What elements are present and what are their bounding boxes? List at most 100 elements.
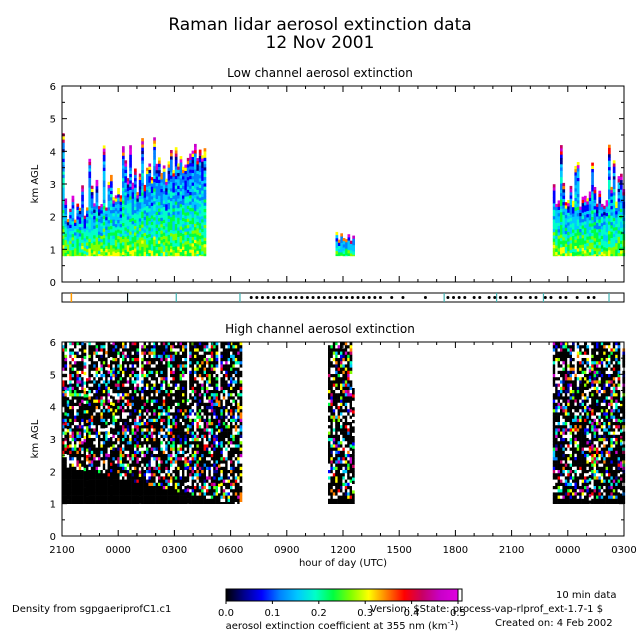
heatmap-cell bbox=[100, 466, 104, 471]
heatmap-cell bbox=[126, 383, 130, 388]
heatmap-cell bbox=[172, 466, 176, 471]
heatmap-cell bbox=[88, 187, 92, 192]
heatmap-cell bbox=[172, 192, 176, 196]
heatmap-cell bbox=[562, 227, 566, 232]
heatmap-cell bbox=[64, 415, 68, 420]
heatmap-cell bbox=[612, 195, 616, 199]
heatmap-cell bbox=[105, 408, 108, 413]
heatmap-cell bbox=[617, 192, 621, 196]
heatmap-cell bbox=[129, 486, 132, 490]
heatmap-cell bbox=[146, 167, 149, 172]
heatmap-cell bbox=[126, 235, 130, 240]
heatmap-cell bbox=[150, 202, 154, 207]
heatmap-cell bbox=[62, 380, 65, 384]
heatmap-cell bbox=[581, 212, 585, 217]
heatmap-cell bbox=[122, 255, 125, 257]
heatmap-cell bbox=[150, 186, 154, 191]
heatmap-cell bbox=[69, 393, 72, 397]
heatmap-cell bbox=[189, 482, 192, 487]
heatmap-cell bbox=[62, 210, 65, 214]
heatmap-cell bbox=[177, 393, 180, 397]
heatmap-cell bbox=[167, 386, 171, 391]
heatmap-cell bbox=[177, 370, 180, 375]
heatmap-cell bbox=[198, 188, 202, 192]
heatmap-cell bbox=[186, 205, 190, 210]
heatmap-cell bbox=[102, 247, 106, 252]
heatmap-cell bbox=[170, 226, 173, 231]
heatmap-cell bbox=[201, 174, 204, 178]
heatmap-cell bbox=[177, 374, 180, 378]
heatmap-cell bbox=[605, 219, 609, 223]
heatmap-cell bbox=[191, 428, 195, 432]
heatmap-cell bbox=[81, 207, 84, 212]
heatmap-cell bbox=[62, 361, 65, 365]
heatmap-cell bbox=[124, 482, 128, 487]
heatmap-cell bbox=[615, 249, 618, 254]
heatmap-cell bbox=[141, 418, 144, 423]
heatmap-cell bbox=[90, 230, 94, 234]
heatmap-cell bbox=[153, 495, 156, 500]
heatmap-cell bbox=[129, 457, 132, 461]
heatmap-cell bbox=[191, 249, 195, 254]
heatmap-cell bbox=[95, 479, 99, 484]
heatmap-cell bbox=[177, 351, 180, 356]
heatmap-cell bbox=[191, 450, 195, 455]
heatmap-cell bbox=[148, 169, 152, 174]
heatmap-cell bbox=[203, 247, 207, 251]
heatmap-cell bbox=[150, 466, 154, 471]
heatmap-cell bbox=[102, 158, 106, 162]
heatmap-cell bbox=[174, 431, 178, 436]
heatmap-cell bbox=[110, 200, 113, 204]
heatmap-cell bbox=[141, 454, 144, 458]
heatmap-cell bbox=[64, 425, 68, 429]
heatmap-cell bbox=[62, 489, 65, 493]
heatmap-cell bbox=[591, 239, 594, 243]
heatmap-cell bbox=[76, 457, 80, 461]
heatmap-cell bbox=[191, 173, 195, 177]
heatmap-cell bbox=[102, 241, 106, 245]
heatmap-cell bbox=[167, 170, 171, 175]
heatmap-cell bbox=[167, 377, 171, 381]
heatmap-cell bbox=[170, 463, 173, 468]
heatmap-cell bbox=[76, 418, 80, 423]
heatmap-cell bbox=[610, 186, 614, 191]
heatmap-cell bbox=[136, 380, 140, 384]
heatmap-cell bbox=[62, 165, 65, 169]
heatmap-cell bbox=[588, 217, 592, 221]
heatmap-cell bbox=[110, 190, 113, 195]
heatmap-cell bbox=[141, 383, 144, 388]
heatmap-cell bbox=[90, 243, 94, 247]
heatmap-cell bbox=[593, 244, 597, 249]
heatmap-cell bbox=[165, 217, 168, 221]
heatmap-cell bbox=[136, 243, 140, 247]
heatmap-cell bbox=[71, 470, 75, 474]
heatmap-cell bbox=[71, 492, 75, 496]
heatmap-cell bbox=[177, 486, 180, 490]
heatmap-cell bbox=[136, 486, 140, 490]
heatmap-cell bbox=[196, 247, 200, 252]
heatmap-cell bbox=[591, 181, 594, 186]
heatmap-cell bbox=[569, 211, 573, 215]
heatmap-cell bbox=[81, 396, 84, 400]
heatmap-cell bbox=[81, 415, 84, 420]
heatmap-cell bbox=[86, 249, 89, 253]
heatmap-cell bbox=[191, 383, 195, 388]
heatmap-cell bbox=[122, 396, 125, 400]
heatmap-cell bbox=[162, 377, 166, 381]
heatmap-cell bbox=[189, 454, 192, 458]
heatmap-cell bbox=[114, 492, 118, 496]
heatmap-cell bbox=[129, 502, 132, 504]
heatmap-cell bbox=[124, 233, 128, 238]
heatmap-cell bbox=[95, 386, 99, 391]
heatmap-cell bbox=[184, 209, 188, 213]
heatmap-cell bbox=[136, 422, 140, 426]
heatmap-cell bbox=[105, 236, 108, 240]
heatmap-cell bbox=[150, 463, 154, 468]
heatmap-cell bbox=[66, 422, 70, 427]
heatmap-cell bbox=[179, 213, 183, 218]
heatmap-cell bbox=[201, 193, 204, 198]
heatmap-cell bbox=[88, 229, 92, 233]
heatmap-cell bbox=[95, 473, 99, 477]
heatmap-cell bbox=[143, 248, 147, 253]
heatmap-cell bbox=[143, 495, 147, 500]
